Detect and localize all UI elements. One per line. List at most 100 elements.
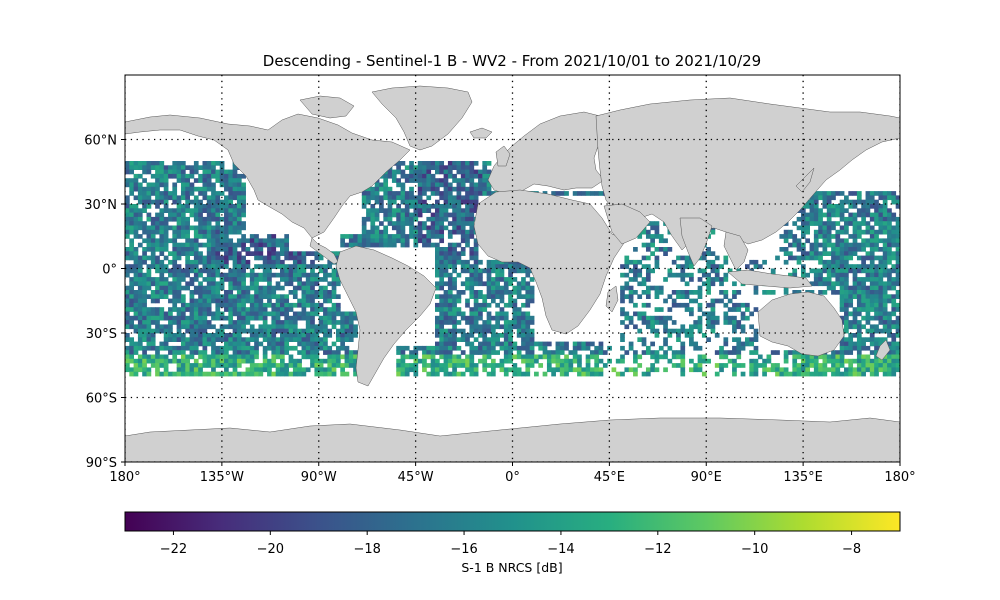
nrcs-cell — [577, 341, 582, 347]
nrcs-cell — [521, 337, 526, 342]
nrcs-cell — [740, 345, 746, 351]
nrcs-cell — [439, 354, 445, 360]
nrcs-cell — [555, 363, 561, 368]
nrcs-cell — [430, 371, 436, 377]
nrcs-cell — [736, 350, 742, 355]
nrcs-cell — [391, 234, 397, 239]
nrcs-cell — [142, 333, 147, 338]
nrcs-cell — [486, 186, 492, 192]
nrcs-cell — [861, 341, 866, 347]
nrcs-cell — [654, 328, 660, 334]
nrcs-cell — [465, 242, 470, 248]
nrcs-cell — [137, 255, 143, 261]
nrcs-cell — [852, 199, 858, 205]
nrcs-cell — [150, 242, 156, 248]
nrcs-cell — [882, 264, 888, 269]
nrcs-cell — [335, 358, 341, 364]
nrcs-cell — [869, 307, 875, 312]
nrcs-cell — [301, 337, 307, 342]
nrcs-cell — [430, 354, 436, 360]
nrcs-cell — [155, 354, 160, 360]
nrcs-cell — [142, 186, 147, 192]
nrcs-cell — [452, 363, 457, 368]
nrcs-cell — [460, 371, 466, 377]
nrcs-cell — [435, 363, 440, 368]
nrcs-cell — [180, 173, 186, 179]
nrcs-cell — [245, 367, 251, 373]
nrcs-cell — [701, 371, 707, 377]
nrcs-cell — [465, 259, 470, 265]
nrcs-cell — [723, 320, 729, 325]
nrcs-cell — [770, 367, 776, 373]
nrcs-cell — [228, 238, 234, 244]
nrcs-cell — [254, 264, 259, 269]
nrcs-cell — [572, 358, 578, 364]
nrcs-cell — [512, 285, 518, 291]
nrcs-cell — [852, 333, 858, 338]
nrcs-cell — [228, 229, 234, 235]
nrcs-cell — [228, 178, 234, 183]
nrcs-cell — [211, 311, 216, 317]
nrcs-cell — [654, 294, 660, 299]
nrcs-cell — [590, 367, 595, 373]
nrcs-cell — [232, 328, 238, 334]
nrcs-cell — [176, 307, 182, 312]
nrcs-cell — [288, 371, 294, 377]
nrcs-cell — [150, 363, 156, 368]
nrcs-cell — [280, 337, 285, 342]
nrcs-cell — [254, 298, 259, 304]
nrcs-cell — [521, 302, 526, 308]
nrcs-cell — [443, 169, 449, 175]
nrcs-cell — [357, 238, 363, 244]
nrcs-cell — [714, 320, 720, 325]
nrcs-cell — [271, 320, 277, 325]
nrcs-cell — [241, 341, 246, 347]
nrcs-cell — [887, 358, 892, 364]
land-arctic-islands — [299, 95, 355, 119]
nrcs-cell — [542, 345, 548, 351]
nrcs-cell — [663, 328, 668, 334]
nrcs-cell — [409, 165, 414, 170]
nrcs-cell — [559, 371, 565, 377]
nrcs-cell — [650, 320, 655, 325]
nrcs-cell — [409, 186, 414, 192]
nrcs-cell — [473, 307, 479, 312]
nrcs-cell — [400, 186, 406, 192]
nrcs-cell — [680, 302, 686, 308]
nrcs-cell — [874, 247, 879, 252]
nrcs-cell — [516, 333, 522, 338]
nrcs-cell — [508, 367, 513, 373]
nrcs-cell — [439, 294, 445, 299]
nrcs-cell — [452, 212, 457, 218]
nrcs-cell — [198, 216, 203, 222]
nrcs-cell — [413, 204, 419, 209]
nrcs-cell — [236, 354, 242, 360]
nrcs-cell — [869, 259, 875, 265]
nrcs-cell — [581, 371, 587, 377]
nrcs-cell — [516, 350, 522, 355]
nrcs-cell — [869, 367, 875, 373]
nrcs-cell — [676, 363, 681, 368]
graticule — [125, 75, 900, 462]
nrcs-cell — [826, 251, 832, 256]
nrcs-cell — [176, 311, 182, 317]
nrcs-cell — [267, 264, 272, 269]
nrcs-cell — [465, 320, 470, 325]
nrcs-cell — [852, 191, 858, 196]
nrcs-cell — [839, 337, 845, 342]
nrcs-cell — [835, 251, 841, 256]
nrcs-cell — [215, 208, 221, 213]
nrcs-cell — [456, 204, 462, 209]
nrcs-cell — [249, 277, 255, 282]
nrcs-cell — [439, 277, 445, 282]
nrcs-cell — [465, 281, 470, 287]
nrcs-cell — [129, 281, 135, 287]
nrcs-cell — [775, 255, 780, 261]
nrcs-cell — [176, 247, 182, 252]
nrcs-cell — [723, 255, 729, 261]
nrcs-cell — [292, 302, 298, 308]
nrcs-cell — [284, 311, 290, 317]
nrcs-cell — [340, 333, 345, 338]
nrcs-cell — [245, 337, 251, 342]
nrcs-cell — [447, 255, 453, 261]
